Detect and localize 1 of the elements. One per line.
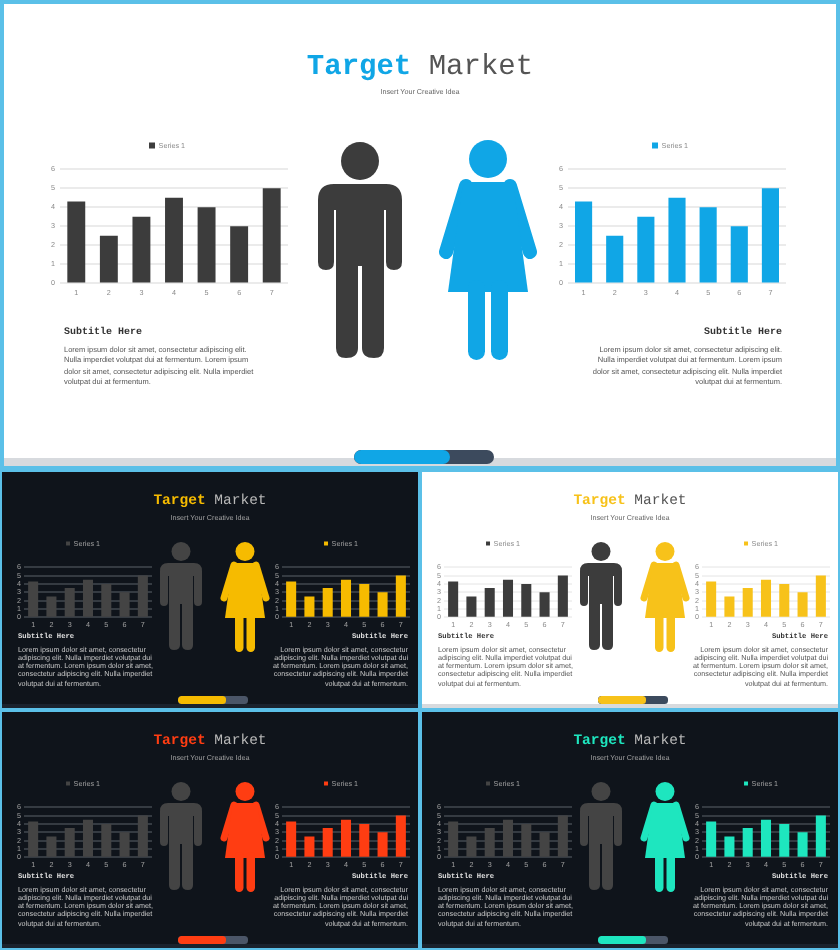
- text: Target Market: [306, 52, 534, 84]
